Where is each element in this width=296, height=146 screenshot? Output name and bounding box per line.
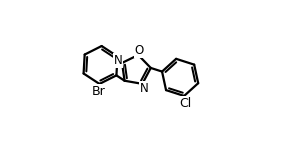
Text: Cl: Cl <box>180 97 192 110</box>
Text: N: N <box>140 82 149 95</box>
Text: N: N <box>114 54 122 67</box>
Text: Br: Br <box>92 85 106 98</box>
Text: O: O <box>134 44 144 57</box>
